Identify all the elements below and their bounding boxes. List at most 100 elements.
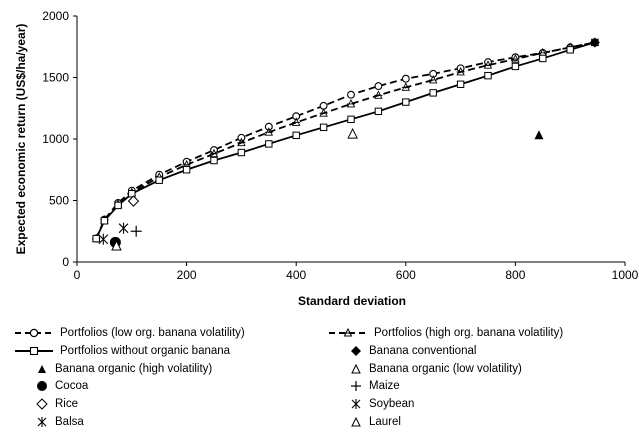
series-1-point [374, 90, 383, 99]
series-2-point [319, 123, 328, 132]
series-2-point [566, 46, 574, 54]
series-1-point-tri [374, 90, 383, 99]
series-2-point [347, 115, 355, 124]
series-1-point [401, 82, 411, 91]
series-1-point-tri [483, 60, 493, 69]
series-1-point-tri [346, 98, 356, 108]
x-tick-label: 200 [177, 268, 197, 282]
legend-label: Portfolios (low org. banana volatility) [60, 327, 245, 339]
y-tick-label: 1000 [42, 132, 69, 146]
asterisk-icon [37, 417, 47, 427]
series-2-point [374, 107, 383, 116]
series-2-point [237, 148, 246, 157]
circle-filled-icon [37, 381, 47, 391]
y-tick-label: 0 [62, 255, 69, 269]
series-1-point-tri [237, 137, 246, 147]
series-2-point [539, 54, 547, 63]
series-2-point [484, 71, 492, 80]
diamond-open-icon [36, 398, 48, 410]
legend-item: Portfolios (low org. banana volatility) [14, 326, 245, 340]
series-2-point [456, 80, 465, 88]
legend-item: Cocoa [35, 379, 88, 393]
series-line-1 [95, 41, 596, 239]
series-0-point [401, 74, 410, 83]
series-1-point-tri [319, 108, 328, 117]
legend-label: Balsa [55, 416, 84, 428]
triangle-open-icon [351, 416, 361, 427]
series-2-point [210, 156, 218, 165]
legend-item: Banana organic (low volatility) [349, 362, 522, 376]
x-tick-label: 600 [396, 268, 416, 282]
plus-icon [351, 381, 361, 391]
point-maize [130, 225, 142, 237]
legend-label: Rice [55, 398, 79, 410]
series-2-point [429, 89, 437, 97]
point-soybean [118, 222, 129, 234]
point-laurel [111, 239, 122, 251]
series-2-point [265, 140, 273, 148]
series-1-point-tri [291, 117, 301, 126]
series-1-point [428, 74, 438, 84]
x-tick-label: 1000 [612, 268, 639, 282]
line-square-icon [15, 346, 53, 356]
series-0-point [264, 122, 273, 131]
legend-label: Banana conventional [369, 345, 477, 357]
diamond-filled-icon [351, 346, 361, 356]
series-1-point-tri [401, 82, 411, 91]
point-rice [127, 195, 140, 207]
series-line-2 [95, 41, 596, 240]
legend-label: Cocoa [55, 380, 89, 392]
series-1-point [264, 127, 274, 136]
legend-label: Banana organic (high volatility) [55, 363, 213, 375]
series-1-point [346, 98, 356, 108]
chart: 0 200 400 600 800 1000 0 500 1000 1500 2000 Standa… [14, 9, 639, 308]
series-2-point [292, 131, 300, 140]
triangle-open-icon [351, 363, 361, 374]
series-2-point [182, 166, 191, 174]
x-tick-label: 800 [505, 268, 525, 282]
y-tick-label: 500 [49, 194, 69, 208]
triangle-filled-icon [38, 365, 46, 373]
series-1-point-tri [209, 148, 219, 158]
series-2-point [155, 176, 163, 184]
legend-label: Portfolios without organic banana [60, 345, 231, 357]
legend-item: Portfolios without organic banana [14, 344, 230, 358]
plot-area: 0 200 400 600 800 1000 0 500 1000 1500 2000 [42, 9, 638, 282]
series-0-point [374, 82, 383, 91]
series-1-point [456, 66, 465, 76]
x-tick-label: 0 [74, 268, 81, 282]
series-0-point [292, 112, 301, 121]
line-circle-icon [15, 328, 53, 338]
x-tick-label: 400 [286, 268, 306, 282]
point-balsa [98, 233, 109, 245]
legend-label: Banana organic (low volatility) [369, 363, 522, 375]
asterisk-icon [351, 399, 361, 409]
legend-item: Portfolios (high org. banana volatility) [328, 326, 563, 340]
point-banana-organic-high-volatility [534, 130, 544, 140]
series-1-point-tri [264, 127, 274, 136]
legend-item: Balsa [35, 415, 84, 429]
point-banana-conventional [589, 37, 600, 48]
series-0-point [429, 69, 438, 78]
series-2-point [402, 98, 410, 106]
series-1-point [483, 60, 493, 69]
series-1-point [291, 117, 301, 126]
legend-label: Laurel [369, 416, 401, 428]
series-0-point [347, 90, 355, 99]
series-line-0 [95, 41, 596, 239]
legend-item: Banana conventional [349, 344, 476, 358]
point-banana-organic-low-volatility [347, 127, 358, 139]
point-balsa-d2 [98, 234, 109, 245]
series-2-point [511, 62, 520, 71]
series-2-point [128, 190, 136, 198]
series-1-point [319, 108, 328, 117]
y-axis-label: Expected economic return (US$/ha/year) [14, 24, 28, 255]
series-1-point [237, 137, 246, 147]
legend-item: Banana organic (high volatility) [35, 362, 212, 376]
series-2-point [100, 217, 109, 225]
line-asterisk-icon [329, 327, 367, 337]
series-1-point-tri [456, 66, 465, 76]
x-axis-label: Standard deviation [298, 294, 406, 308]
legend-item: Laurel [349, 415, 401, 429]
point-soybean-d2 [118, 223, 129, 234]
